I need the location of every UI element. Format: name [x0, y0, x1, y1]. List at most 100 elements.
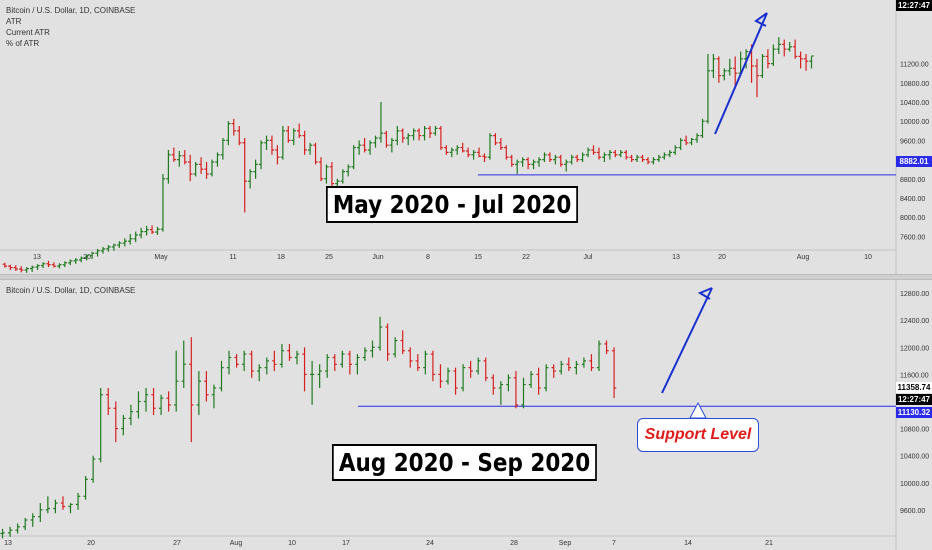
ohlc-bar — [29, 265, 35, 272]
ohlc-bar — [346, 164, 351, 177]
x-tick-label: 18 — [277, 254, 285, 261]
ohlc-bar — [324, 164, 329, 184]
x-tick-label: Sep — [559, 540, 572, 547]
ohlc-bar — [574, 154, 580, 162]
y-tick-label: 12800.00 — [900, 291, 929, 298]
x-tick-label: 15 — [474, 254, 482, 261]
x-tick-label: 10 — [288, 540, 296, 547]
ohlc-bar — [332, 354, 337, 372]
ohlc-bar — [536, 367, 541, 395]
ohlc-bar — [604, 340, 609, 355]
ohlc-bar — [79, 256, 84, 263]
ohlc-bar — [275, 145, 280, 165]
ohlc-bar — [722, 68, 727, 81]
ohlc-bar — [596, 147, 602, 160]
ohlc-bar — [460, 364, 466, 392]
x-tick-label: 20 — [87, 540, 95, 547]
x-tick-label: 8 — [426, 254, 430, 261]
ohlc-bar — [8, 264, 13, 270]
x-tick-label: 14 — [684, 540, 692, 547]
x-tick-label: Jun — [372, 254, 383, 261]
ohlc-bar — [406, 133, 411, 146]
ohlc-bar — [498, 138, 504, 150]
ohlc-bar — [160, 174, 166, 232]
ohlc-bar — [19, 266, 24, 273]
ohlc-bar — [318, 157, 324, 182]
ohlc-bar — [242, 138, 247, 213]
ohlc-bar — [122, 238, 127, 247]
legend-current-atr: Current ATR — [6, 28, 50, 37]
ohlc-bar — [585, 147, 591, 158]
callout-pointer — [689, 401, 707, 419]
ohlc-bar — [673, 145, 678, 155]
ohlc-bar — [257, 364, 262, 382]
y-tick-label: 10800.00 — [900, 427, 929, 434]
panel-divider[interactable] — [0, 274, 932, 280]
ohlc-bar — [370, 340, 375, 358]
ohlc-bar — [117, 241, 122, 248]
bottom-price-tag-last: 11358.74 — [896, 382, 932, 393]
ohlc-bar — [155, 226, 160, 235]
ohlc-bar — [362, 347, 368, 361]
ohlc-bar — [75, 492, 81, 510]
ohlc-bar — [569, 154, 574, 165]
ohlc-bar — [716, 56, 722, 83]
ohlc-bar — [430, 350, 436, 382]
ohlc-bar — [151, 387, 156, 416]
ohlc-bar — [520, 157, 525, 167]
ohlc-bar — [487, 133, 493, 160]
ohlc-bar — [7, 526, 13, 537]
ohlc-bar — [727, 58, 732, 76]
top-chart-svg[interactable]: 7600.008000.008400.008800.009200.009600.… — [0, 0, 932, 274]
ohlc-bar — [683, 135, 689, 146]
x-tick-label: Aug — [230, 540, 243, 547]
bottom-price-tag-time: 12:27:47 — [896, 394, 932, 405]
bottom-chart-panel[interactable]: 9600.0010000.0010400.0010800.0011200.001… — [0, 280, 932, 550]
ohlc-bar — [73, 258, 78, 264]
ohlc-bar — [656, 154, 662, 162]
ohlc-bar — [362, 138, 367, 153]
top-chart-panel[interactable]: 7600.008000.008400.008800.009200.009600.… — [0, 0, 932, 274]
ohlc-bar — [356, 140, 362, 155]
y-tick-label: 12400.00 — [900, 318, 929, 325]
ohlc-bar — [445, 367, 451, 385]
ohlc-bar — [40, 262, 46, 269]
ohlc-bar — [149, 225, 155, 234]
ohlc-bar — [547, 152, 553, 162]
ohlc-bar — [128, 234, 133, 245]
ohlc-bar — [317, 364, 322, 388]
ohlc-bar — [351, 145, 356, 170]
ohlc-bar — [189, 337, 194, 443]
x-tick-label: 10 — [864, 254, 872, 261]
ohlc-bar — [166, 150, 171, 184]
ohlc-bar — [144, 225, 149, 236]
ohlc-bar — [416, 128, 422, 141]
ohlc-bar — [13, 265, 18, 271]
ohlc-bar — [787, 42, 792, 52]
ohlc-bar — [269, 135, 275, 155]
ohlc-bar — [423, 350, 428, 375]
ohlc-bar — [367, 140, 373, 155]
ohlc-bar — [24, 267, 29, 273]
x-tick-label: 13 — [672, 254, 680, 261]
ohlc-bar — [596, 340, 602, 372]
ohlc-bar — [204, 162, 209, 179]
bottom-legend: Bitcoin / U.S. Dollar, 1D, COINBASE — [6, 285, 135, 296]
ohlc-bar — [220, 138, 226, 160]
ohlc-bar — [589, 354, 594, 372]
legend-symbol: Bitcoin / U.S. Dollar, 1D, COINBASE — [6, 6, 136, 15]
ohlc-bar — [476, 357, 481, 375]
ohlc-bar — [166, 391, 171, 412]
ohlc-bar — [211, 384, 217, 409]
ohlc-bar — [455, 145, 460, 155]
ohlc-bar — [89, 251, 95, 259]
ohlc-bar — [226, 121, 231, 146]
ohlc-bar — [400, 330, 405, 355]
ohlc-bar — [483, 357, 488, 382]
ohlc-bar — [181, 340, 186, 388]
ohlc-bar — [411, 128, 416, 141]
ohlc-bar — [30, 513, 35, 527]
ohlc-bar — [408, 347, 413, 368]
bottom-chart-svg[interactable]: 9600.0010000.0010400.0010800.0011200.001… — [0, 280, 932, 550]
ohlc-bars — [2, 37, 814, 273]
